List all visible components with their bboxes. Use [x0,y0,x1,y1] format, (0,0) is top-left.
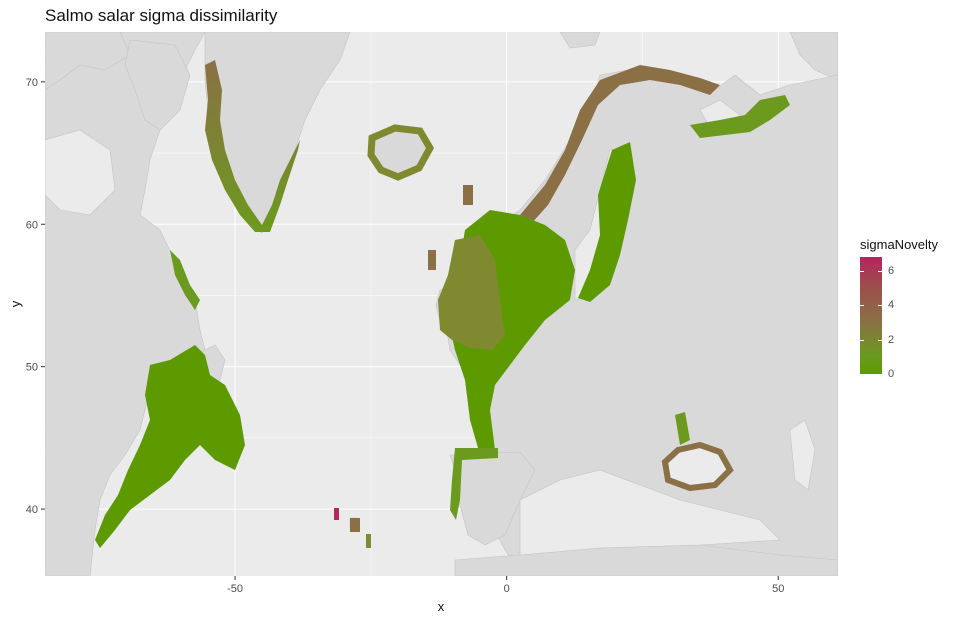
raster-labrador-coast [170,250,200,310]
legend-tick-right [878,339,882,341]
raster-norway-coast [520,65,720,225]
y-tick-label: 60 [26,219,38,231]
raster-kola-coast [690,95,790,138]
arctic-islands [45,32,131,91]
plot-title: Salmo salar sigma dissimilarity [45,6,278,25]
legend-tick-right [878,374,882,375]
legend-tick-marks [860,257,882,375]
novaya-zemlya [789,32,838,81]
legend-tick-right [878,305,882,307]
legend-tick-left [860,270,864,272]
raster-iceland-ring [367,124,435,181]
raster-faroes [428,250,436,270]
legend-tick-label: 6 [888,264,895,277]
legend-tick-left [860,305,864,307]
y-tick-label: 40 [26,504,38,516]
hudson-bay [45,129,116,216]
y-tick-label: 70 [26,77,38,89]
raster-azores-high [334,508,339,520]
raster-north-america-coast [95,345,245,548]
raster-azores [350,518,360,532]
x-axis-title: x [438,599,445,614]
raster-baltic-margins [578,142,636,302]
y-axis-ticks: 40 50 60 70 [26,77,45,516]
legend-labels: 6 4 2 0 [888,257,928,380]
caspian-sea [789,419,816,491]
x-tick-label: 50 [772,583,784,595]
raster-iberia-coast [450,448,498,520]
raster-greenland-coast [205,60,300,232]
baffin-island [124,39,191,131]
raster-black-sea-ring [661,441,734,492]
legend-tick-left [860,339,864,341]
legend-tick-label: 0 [888,368,895,380]
legend-tick-right [878,270,882,272]
legend-tick-left [860,374,864,375]
y-axis-title: y [8,300,23,307]
x-axis-ticks: -50 0 50 [227,576,784,595]
raster-azores-small [366,534,371,548]
mediterranean-sea [519,469,781,556]
legend-tick-label: 2 [888,333,895,346]
raster-azov [675,412,690,445]
legend-colorbar [860,257,882,374]
novelty-raster [95,60,790,548]
x-tick-label: 0 [504,583,510,595]
inland-seas [45,99,816,556]
raster-shetland [463,185,473,205]
arctic-archipelago [559,32,601,49]
x-tick-label: -50 [227,583,243,595]
y-tick-label: 50 [26,362,38,374]
raster-british-isles [438,235,505,350]
legend-tick-label: 4 [888,299,895,312]
legend-title: sigmaNovelty [860,237,939,252]
